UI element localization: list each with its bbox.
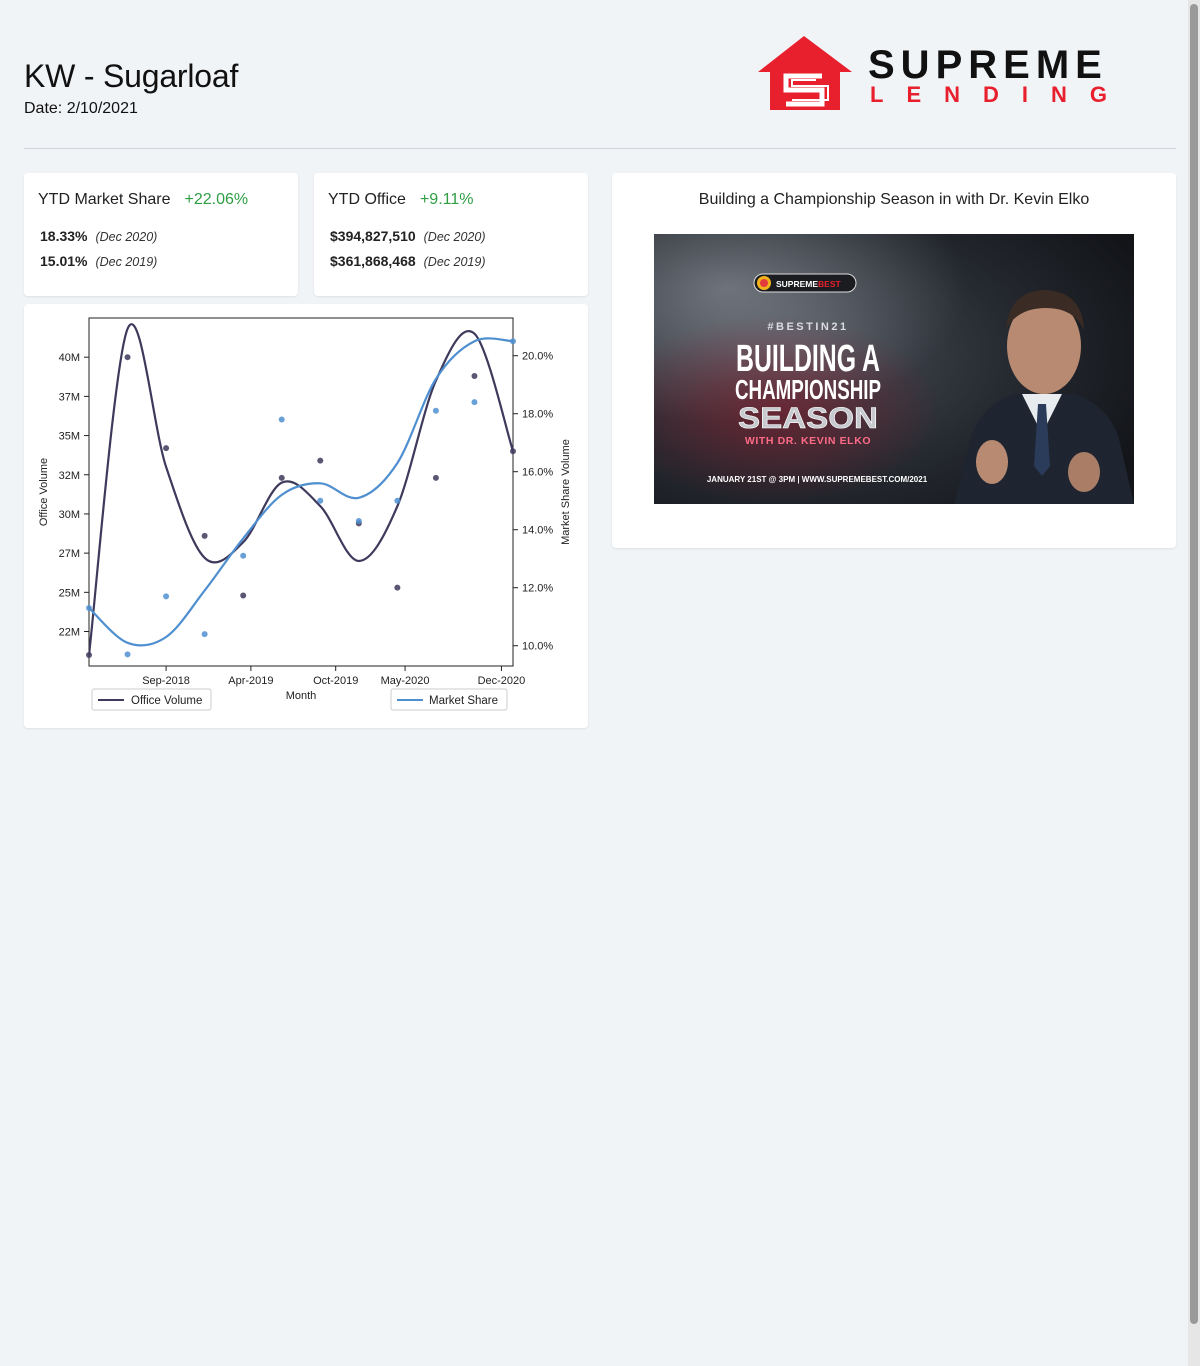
video-headline-2: CHAMPIONSHIP bbox=[735, 374, 881, 405]
header-divider bbox=[24, 148, 1176, 149]
video-title: Building a Championship Season in with D… bbox=[698, 191, 1090, 208]
x-tick-label: May-2020 bbox=[381, 675, 430, 687]
legend-label: Office Volume bbox=[131, 695, 202, 707]
office-volume-point bbox=[201, 532, 208, 539]
legend-office-volume: Office Volume bbox=[91, 688, 212, 711]
video-thumbnail[interactable]: SUPREMEBEST #BESTIN21 BUILDING A CHAMPIO… bbox=[654, 234, 1134, 504]
market-share-point bbox=[124, 651, 131, 658]
market-share-point bbox=[163, 593, 170, 600]
market-share-point bbox=[355, 518, 362, 524]
scrollbar[interactable] bbox=[1188, 0, 1200, 1366]
y-left-tick-label: 25M bbox=[59, 587, 80, 599]
y-right-tick-label: 20.0% bbox=[522, 351, 553, 363]
stat-period: (Dec 2019) bbox=[423, 255, 486, 269]
page-header: KW - Sugarloaf Date: 2/10/2021 bbox=[24, 56, 238, 118]
stat-row: 18.33% (Dec 2020) bbox=[40, 228, 157, 244]
stat-value: $394,827,510 bbox=[330, 228, 416, 244]
x-tick-label: Apr-2019 bbox=[228, 675, 273, 687]
video-footer: JANUARY 21ST @ 3PM | WWW.SUPREMEBEST.COM… bbox=[707, 475, 928, 484]
office-volume-point bbox=[124, 354, 131, 361]
market-share-curve bbox=[89, 337, 513, 647]
office-volume-market-share-chart: 22M 25M 27M 30M 32M 35M 37M 40M 10.0% 12.0% 14.0%… bbox=[38, 317, 572, 711]
ytd-market-share-card: YTD Market Share +22.06% 18.33% (Dec 2020)… bbox=[24, 173, 298, 296]
market-share-point bbox=[317, 497, 324, 504]
video-subtitle: WITH DR. KEVIN ELKO bbox=[745, 435, 871, 447]
y-axis-right-label: Market Share Volume bbox=[560, 439, 572, 545]
stat-row: 15.01% (Dec 2019) bbox=[40, 253, 157, 269]
stat-period: (Dec 2020) bbox=[423, 230, 486, 244]
supreme-lending-logo: SUPREME LENDING bbox=[758, 36, 1130, 110]
svg-text:SUPREMEBEST: SUPREMEBEST bbox=[776, 279, 842, 289]
y-left-tick-label: 27M bbox=[59, 548, 80, 560]
page-title: KW - Sugarloaf bbox=[24, 58, 239, 94]
house-icon bbox=[758, 36, 852, 110]
y-right-tick-label: 14.0% bbox=[522, 525, 553, 537]
market-share-point bbox=[240, 552, 247, 559]
stat-value: 18.33% bbox=[40, 228, 88, 244]
plot-frame bbox=[88, 317, 514, 667]
office-volume-point bbox=[510, 448, 516, 455]
stat-row: $394,827,510 (Dec 2020) bbox=[330, 228, 485, 244]
logo-word-supreme: SUPREME bbox=[868, 43, 1108, 87]
supremebest-badge: SUPREMEBEST bbox=[753, 273, 857, 293]
market-share-point bbox=[471, 399, 478, 406]
y-right-tick-label: 16.0% bbox=[522, 467, 553, 479]
market-share-point bbox=[201, 631, 208, 638]
office-volume-point bbox=[163, 445, 170, 452]
scrollbar-thumb[interactable] bbox=[1190, 4, 1198, 1324]
stat-period: (Dec 2020) bbox=[95, 230, 158, 244]
y-right-tick-label: 18.0% bbox=[522, 409, 553, 421]
legend-label: Market Share bbox=[429, 695, 498, 707]
stat-label: YTD Market Share bbox=[38, 191, 171, 208]
y-left-tick-label: 32M bbox=[59, 470, 80, 482]
stat-value: 15.01% bbox=[40, 253, 88, 269]
y-right-tick-label: 12.0% bbox=[522, 583, 553, 595]
chart-card: 22M 25M 27M 30M 32M 35M 37M 40M 10.0% 12.0% 14.0%… bbox=[24, 304, 588, 728]
y-left-tick-label: 30M bbox=[59, 509, 80, 521]
office-volume-point bbox=[278, 474, 285, 481]
office-volume-point bbox=[471, 373, 478, 379]
x-tick-label: Dec-2020 bbox=[478, 675, 526, 687]
y-left-tick-label: 22M bbox=[59, 627, 80, 639]
x-axis-label: Month bbox=[286, 690, 317, 702]
video-headline-3: SEASON bbox=[738, 402, 878, 435]
y-left-tick-label: 35M bbox=[59, 431, 80, 443]
stat-value: $361,868,468 bbox=[330, 253, 416, 269]
x-tick-label: Oct-2019 bbox=[313, 675, 358, 687]
market-share-point bbox=[86, 605, 92, 611]
y-left-tick-label: 37M bbox=[59, 391, 80, 403]
y-left-tick-label: 40M bbox=[59, 352, 80, 364]
y-right-tick-label: 10.0% bbox=[522, 641, 553, 653]
office-volume-point bbox=[432, 474, 439, 481]
office-volume-point bbox=[394, 584, 401, 591]
y-axis-left-label: Office Volume bbox=[38, 458, 50, 526]
stat-period: (Dec 2019) bbox=[95, 255, 158, 269]
stat-change: +22.06% bbox=[184, 191, 249, 208]
legend-market-share: Market Share bbox=[390, 688, 508, 711]
ytd-office-card: YTD Office +9.11% $394,827,510 (Dec 2020) … bbox=[314, 173, 588, 296]
report-date: Date: 2/10/2021 bbox=[24, 100, 138, 117]
office-volume-curve bbox=[89, 323, 513, 656]
market-share-point bbox=[510, 338, 516, 345]
stat-label: YTD Office bbox=[328, 191, 406, 208]
stat-row: $361,868,468 (Dec 2019) bbox=[330, 253, 485, 269]
office-volume-point bbox=[317, 457, 324, 464]
office-volume-point bbox=[240, 592, 247, 599]
market-share-point bbox=[432, 407, 439, 414]
stat-change: +9.11% bbox=[419, 191, 474, 208]
video-hashtag: #BESTIN21 bbox=[767, 321, 848, 333]
logo-word-lending: LENDING bbox=[870, 82, 1130, 107]
office-volume-point bbox=[86, 652, 92, 659]
speaker-portrait bbox=[954, 290, 1134, 504]
video-card: Building a Championship Season in with D… bbox=[612, 173, 1176, 548]
market-share-point bbox=[278, 416, 285, 423]
market-share-point bbox=[394, 497, 401, 504]
x-tick-label: Sep-2018 bbox=[142, 675, 190, 687]
video-headline-1: BUILDING A bbox=[736, 338, 880, 380]
